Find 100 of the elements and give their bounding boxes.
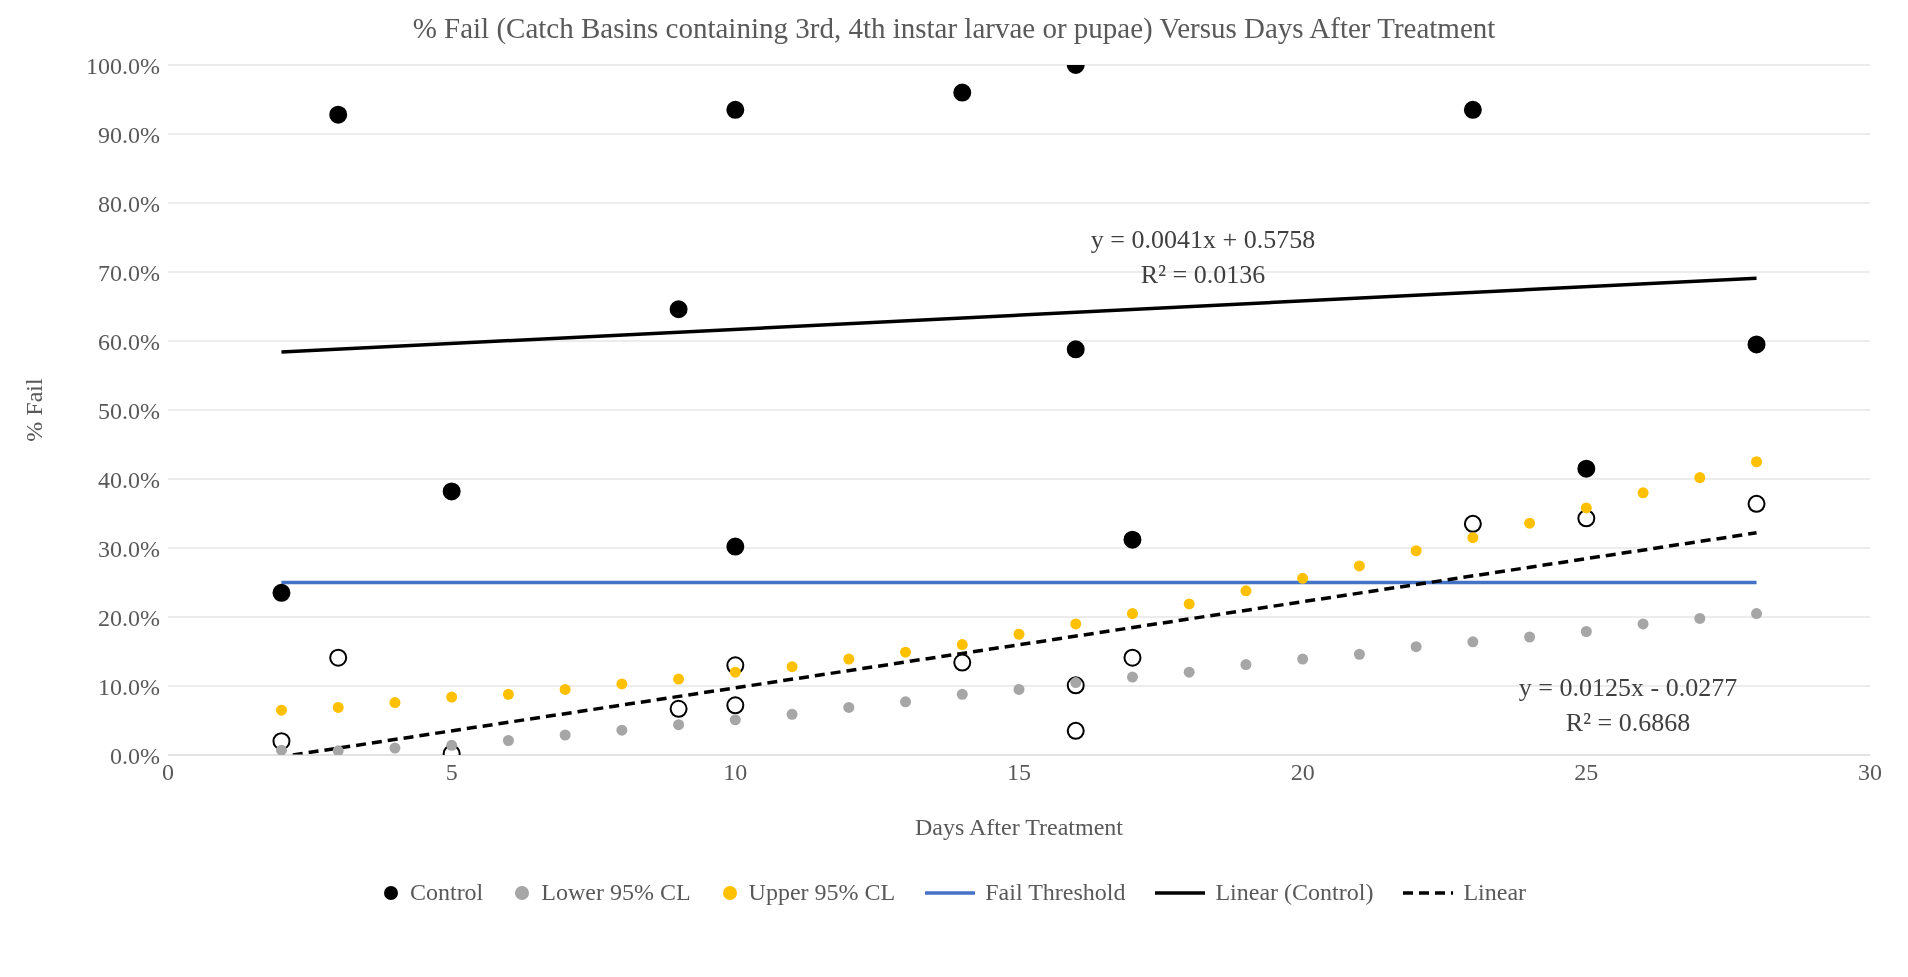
y-tick-label: 90.0% (98, 121, 160, 148)
point (1577, 459, 1596, 478)
x-axis-title: Days After Treatment (915, 814, 1124, 840)
legend-label: Linear (1463, 879, 1527, 906)
point (1580, 625, 1592, 637)
point (1013, 683, 1025, 695)
point (502, 688, 514, 700)
point (389, 742, 401, 754)
point (446, 739, 458, 751)
point (1747, 335, 1766, 354)
annotation: y = 0.0125x - 0.0277 (1518, 673, 1738, 703)
point (1637, 487, 1649, 499)
chart-title: % Fail (Catch Basins containing 3rd, 4th instar larvae or pupae) Versus Days After Treatment (411, 11, 1497, 45)
point (729, 666, 741, 678)
point (1183, 666, 1195, 678)
point (1637, 618, 1649, 630)
legend-label: Upper 95% CL (748, 879, 896, 906)
x-tick-label: 5 (445, 759, 458, 786)
point (1410, 641, 1422, 653)
point (329, 105, 348, 124)
point (332, 745, 344, 755)
point (729, 714, 741, 726)
point (275, 744, 287, 755)
annotation: y = 0.0041x + 0.5758 (1090, 225, 1316, 255)
point (1123, 530, 1142, 549)
y-tick-label: 10.0% (98, 673, 160, 700)
y-tick-label: 0.0% (110, 742, 160, 769)
point (1751, 456, 1763, 468)
y-tick-label: 70.0% (98, 259, 160, 286)
point (726, 537, 745, 556)
point (1747, 494, 1766, 513)
x-tick-label: 30 (1858, 759, 1882, 786)
point (1410, 545, 1422, 557)
point (956, 688, 968, 700)
point (616, 678, 628, 690)
point (1013, 628, 1025, 640)
point (446, 691, 458, 703)
point (953, 83, 972, 102)
legend-label: Lower 95% CL (541, 879, 691, 906)
point (1751, 608, 1763, 620)
point (559, 729, 571, 741)
point (1524, 631, 1536, 643)
point (1463, 514, 1482, 533)
point (843, 653, 855, 665)
point (1297, 653, 1309, 665)
point (1240, 585, 1252, 597)
point (1123, 648, 1142, 667)
point (1126, 671, 1138, 683)
point (673, 719, 685, 731)
point (1467, 636, 1479, 648)
y-tick-label: 50.0% (98, 397, 160, 424)
legend-label: Control (409, 879, 484, 906)
point (559, 683, 571, 695)
point (272, 583, 291, 602)
point (669, 300, 688, 319)
y-tick-label: 40.0% (98, 466, 160, 493)
x-tick-label: 20 (1290, 759, 1315, 786)
point (1126, 608, 1138, 620)
point (726, 100, 745, 119)
point (900, 646, 912, 658)
point (1066, 340, 1085, 359)
point (786, 708, 798, 720)
y-axis-title: % Fail (20, 378, 47, 442)
point (1353, 648, 1365, 660)
point (1463, 100, 1482, 119)
y-tick-label: 100.0% (86, 52, 160, 79)
point (956, 639, 968, 651)
point (442, 482, 461, 501)
legend-label: Fail Threshold (985, 879, 1126, 906)
point (843, 701, 855, 713)
point (669, 699, 688, 718)
y-tick-label: 80.0% (98, 190, 160, 217)
point (1467, 532, 1479, 544)
point (1694, 472, 1706, 484)
y-tick-label: 20.0% (98, 604, 160, 631)
point (1240, 659, 1252, 671)
point (616, 724, 628, 736)
point (329, 648, 348, 667)
x-tick-label: 15 (1007, 759, 1031, 786)
point (953, 653, 972, 672)
point (673, 673, 685, 685)
y-tick-label: 60.0% (98, 328, 160, 355)
point (1580, 502, 1592, 514)
point (275, 704, 287, 716)
point (502, 735, 514, 747)
point (726, 696, 745, 715)
x-tick-label: 0 (162, 759, 174, 786)
point (1353, 560, 1365, 572)
point (1524, 517, 1536, 529)
point (786, 661, 798, 673)
point (1066, 721, 1085, 740)
x-tick-label: 25 (1574, 759, 1599, 786)
point (1297, 572, 1309, 584)
point (332, 701, 344, 713)
point (1070, 618, 1082, 630)
point (389, 697, 401, 709)
point (900, 696, 912, 708)
point (1183, 598, 1195, 610)
y-tick-label: 30.0% (98, 535, 160, 562)
annotation: R² = 0.0136 (1140, 260, 1266, 290)
